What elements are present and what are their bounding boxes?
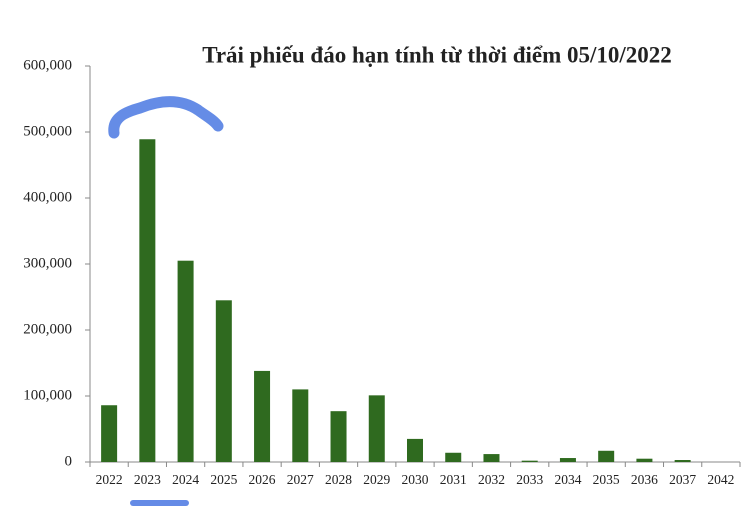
x-tick-label: 2025 (210, 472, 237, 487)
x-tick-label: 2034 (554, 472, 581, 487)
y-tick-label: 200,000 (23, 321, 72, 337)
bar (407, 438, 423, 462)
x-tick-label: 2027 (287, 472, 314, 487)
bar (598, 450, 615, 462)
highlight-scribble (108, 96, 224, 139)
x-tick-label: 2026 (249, 472, 276, 487)
chart-title: Trái phiếu đáo hạn tính từ thời điểm 05/… (202, 42, 672, 67)
y-tick-label: 500,000 (23, 123, 72, 139)
bar (139, 139, 156, 462)
x-tick-label: 2035 (593, 472, 620, 487)
bar (368, 395, 385, 462)
x-tick-label: 2022 (96, 472, 123, 487)
x-tick-label: 2028 (325, 472, 352, 487)
bar (330, 411, 347, 462)
x-tick-label: 2023 (134, 472, 161, 487)
bar (254, 370, 271, 462)
bar (101, 405, 118, 462)
bar (177, 260, 194, 462)
y-tick-label: 600,000 (23, 57, 72, 73)
x-tick-label: 2031 (440, 472, 467, 487)
bar (215, 300, 232, 462)
bar (521, 460, 538, 462)
x-tick-label: 2036 (631, 472, 658, 487)
bar (559, 458, 576, 462)
y-tick-label: 400,000 (23, 189, 72, 205)
bar (674, 460, 691, 462)
x-tick-label: 2030 (402, 472, 429, 487)
x-tick-label: 2033 (516, 472, 543, 487)
bar (292, 389, 309, 462)
y-tick-label: 100,000 (23, 387, 72, 403)
x-tick-label: 2029 (363, 472, 390, 487)
bar (483, 454, 500, 462)
x-tick-label: 2042 (707, 472, 734, 487)
x-tick-label: 2032 (478, 472, 505, 487)
bar (445, 452, 462, 462)
x-tick-label: 2024 (172, 472, 199, 487)
x-tick-label: 2037 (669, 472, 696, 487)
y-tick-label: 0 (65, 453, 73, 469)
bar (636, 458, 653, 462)
y-tick-label: 300,000 (23, 255, 72, 271)
